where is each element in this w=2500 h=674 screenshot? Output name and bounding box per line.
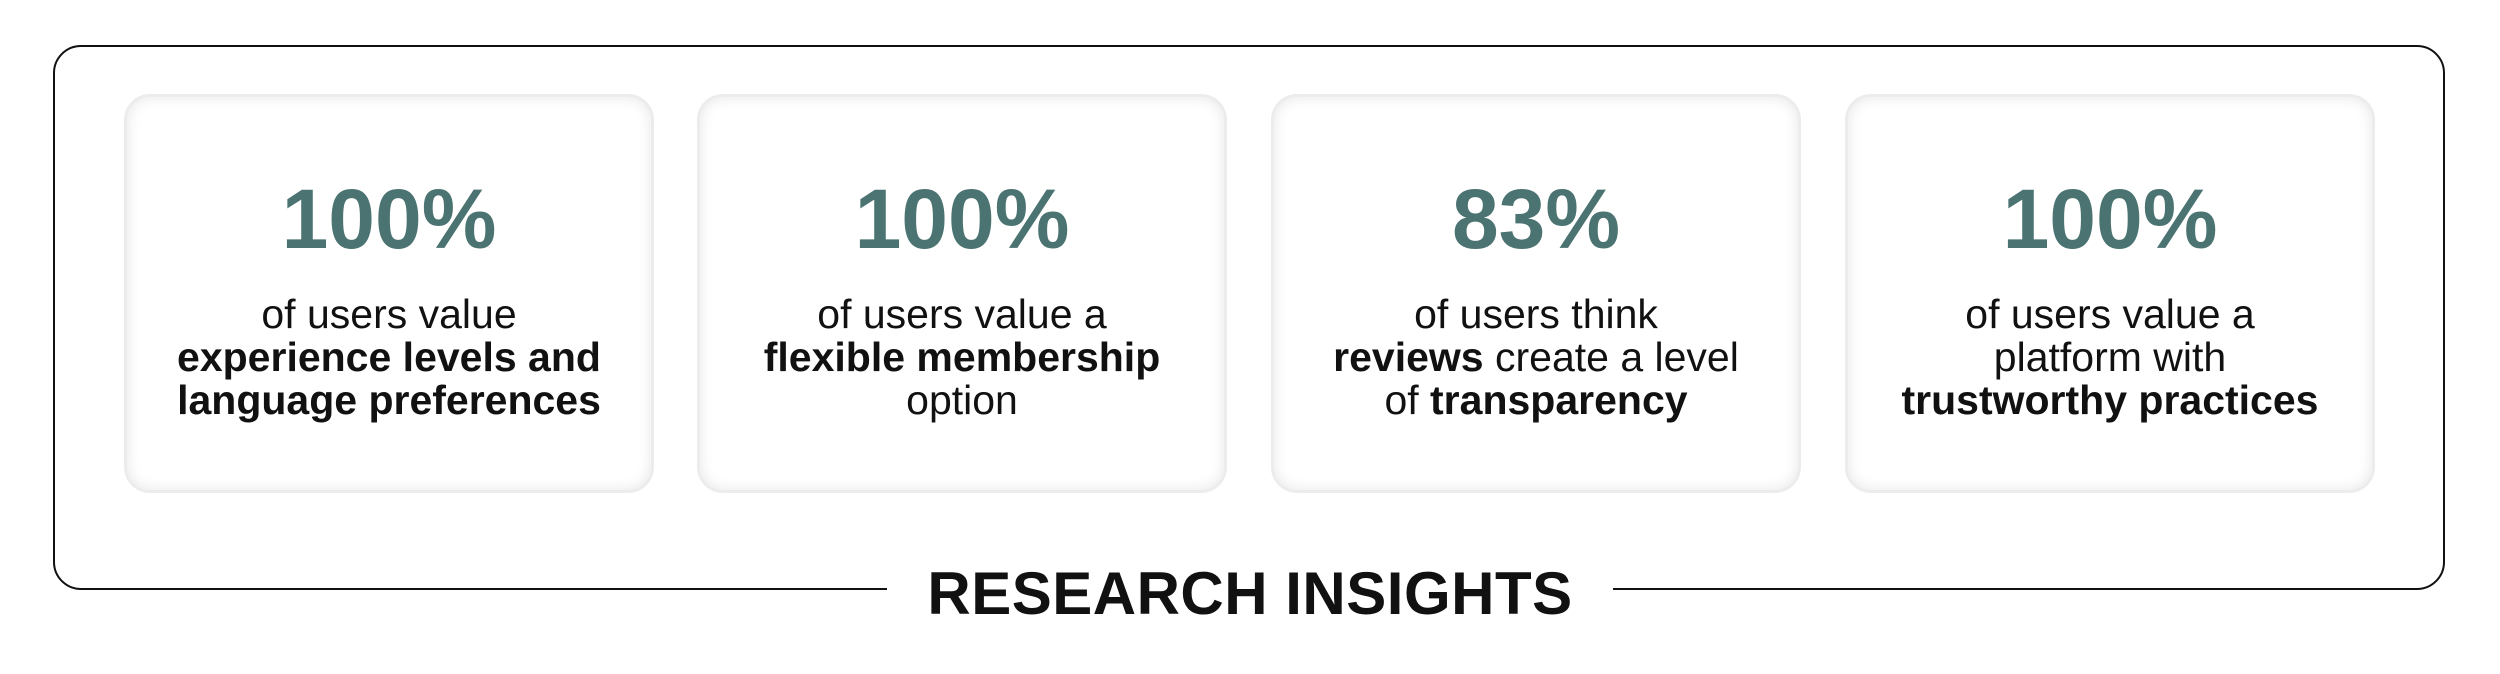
insight-card: 100% of users value a flexible membership o…: [697, 94, 1227, 493]
bold-text: trustworthy practices: [1901, 377, 2319, 423]
insight-text: of users value a platform with trustworthy…: [1848, 293, 2372, 422]
stat-value: 83%: [1451, 172, 1621, 266]
text-line: of users value: [127, 293, 651, 336]
text: of users value a: [817, 291, 1107, 337]
bold-text: flexible membership: [763, 334, 1161, 380]
text-line: experience levels and: [127, 336, 651, 379]
stat-value: 100%: [2002, 172, 2218, 266]
text-line: reviews create a level: [1274, 336, 1798, 379]
insight-text: of users value a flexible membership optio…: [700, 293, 1224, 422]
text-line: language preferences: [127, 379, 651, 422]
title-wrap: RESEARCH INSIGHTS: [0, 558, 2500, 628]
bold-text: reviews: [1333, 334, 1484, 380]
text: create a level: [1483, 334, 1739, 380]
bold-text: transparency: [1430, 377, 1688, 423]
text-line: of transparency: [1274, 379, 1798, 422]
bold-text: language preferences: [177, 377, 601, 423]
text-line: flexible membership: [700, 336, 1224, 379]
stat-value: 100%: [281, 172, 497, 266]
insight-text: of users value experience levels and langu…: [127, 293, 651, 422]
text: of users value a: [1965, 291, 2255, 337]
text-line: option: [700, 379, 1224, 422]
text-line: trustworthy practices: [1848, 379, 2372, 422]
text: of users value: [261, 291, 517, 337]
text: option: [906, 377, 1018, 423]
stat-value: 100%: [854, 172, 1070, 266]
text-line: of users think: [1274, 293, 1798, 336]
insight-card: 83% of users think reviews create a level o…: [1271, 94, 1801, 493]
text: of: [1384, 377, 1431, 423]
text-line: of users value a: [1848, 293, 2372, 336]
insight-card: 100% of users value a platform with trustwo…: [1845, 94, 2375, 493]
section-title: RESEARCH INSIGHTS: [887, 558, 1613, 628]
insight-text: of users think reviews create a level of t…: [1274, 293, 1798, 422]
bold-text: experience levels and: [177, 334, 601, 380]
text-line: platform with: [1848, 336, 2372, 379]
text: of users think: [1414, 291, 1658, 337]
insight-card: 100% of users value experience levels and l…: [124, 94, 654, 493]
text: platform with: [1993, 334, 2227, 380]
text-line: of users value a: [700, 293, 1224, 336]
